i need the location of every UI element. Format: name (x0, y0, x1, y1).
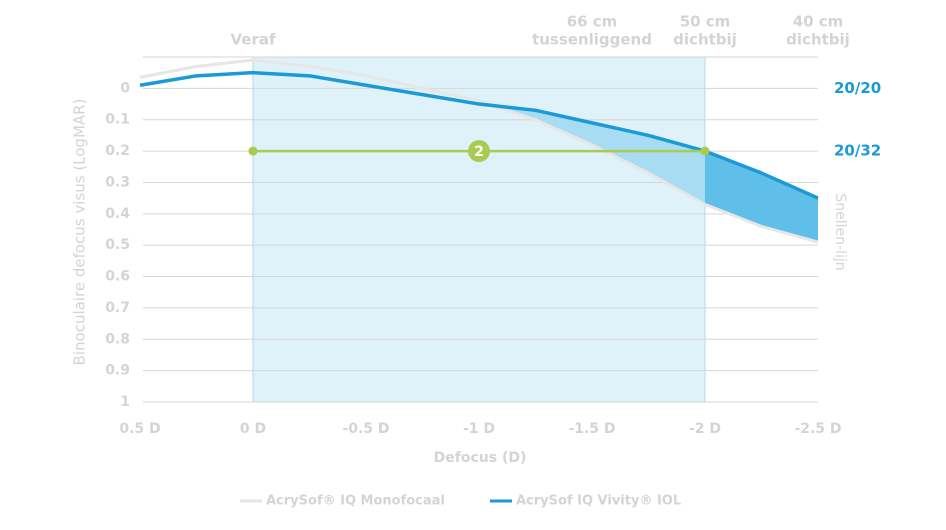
x-tick-label: -2.5 D (794, 421, 841, 437)
y-tick-label: 0.2 (105, 143, 130, 159)
y-tick-label: 0.7 (105, 300, 130, 316)
x-tick-label: -0.5 D (342, 421, 389, 437)
y-axis-title: Binoculaire defocus visus (LogMAR) (71, 99, 89, 366)
distance-label: 66 cm (567, 13, 618, 31)
x-axis-title: Defocus (D) (434, 450, 527, 466)
y-tick-label: 0.4 (105, 206, 130, 222)
y-tick-label: 0.8 (105, 331, 130, 347)
x-tick-label: -2 D (689, 421, 721, 437)
reference-label: 2 (474, 144, 484, 160)
reference-end (248, 146, 258, 156)
y-tick-label: 0.5 (105, 237, 130, 253)
distance-label: dichtbij (673, 31, 737, 49)
y-tick-label: 0 (120, 80, 130, 96)
reference-end (700, 146, 710, 156)
distance-label: 50 cm (680, 13, 731, 31)
highlight-band (253, 57, 705, 402)
y-tick-label: 0.9 (105, 363, 130, 379)
snellen-label: 20/20 (834, 79, 881, 97)
legend-label: AcrySof® IQ Monofocaal (266, 494, 445, 509)
y-tick-label: 1 (120, 394, 130, 410)
y-tick-label: 0.3 (105, 174, 130, 190)
distance-label: Veraf (230, 31, 275, 49)
distance-label: dichtbij (786, 31, 850, 49)
distance-label: tussenliggend (532, 31, 652, 49)
legend-label: AcrySof IQ Vivity® IOL (516, 494, 681, 509)
x-tick-label: -1.5 D (568, 421, 615, 437)
x-tick-label: 0 D (240, 421, 266, 437)
x-tick-label: -1 D (463, 421, 495, 437)
y-tick-label: 0.6 (105, 269, 130, 285)
x-tick-label: 0.5 D (119, 421, 160, 437)
y2-axis-title: Snellen-lijn (832, 193, 848, 270)
reference-badge (468, 140, 490, 163)
difference-area (705, 151, 818, 243)
distance-label: 40 cm (793, 13, 844, 31)
y-tick-label: 0.1 (105, 112, 130, 128)
series-line (139, 58, 819, 244)
snellen-label: 20/32 (834, 142, 881, 160)
difference-area (479, 100, 705, 205)
